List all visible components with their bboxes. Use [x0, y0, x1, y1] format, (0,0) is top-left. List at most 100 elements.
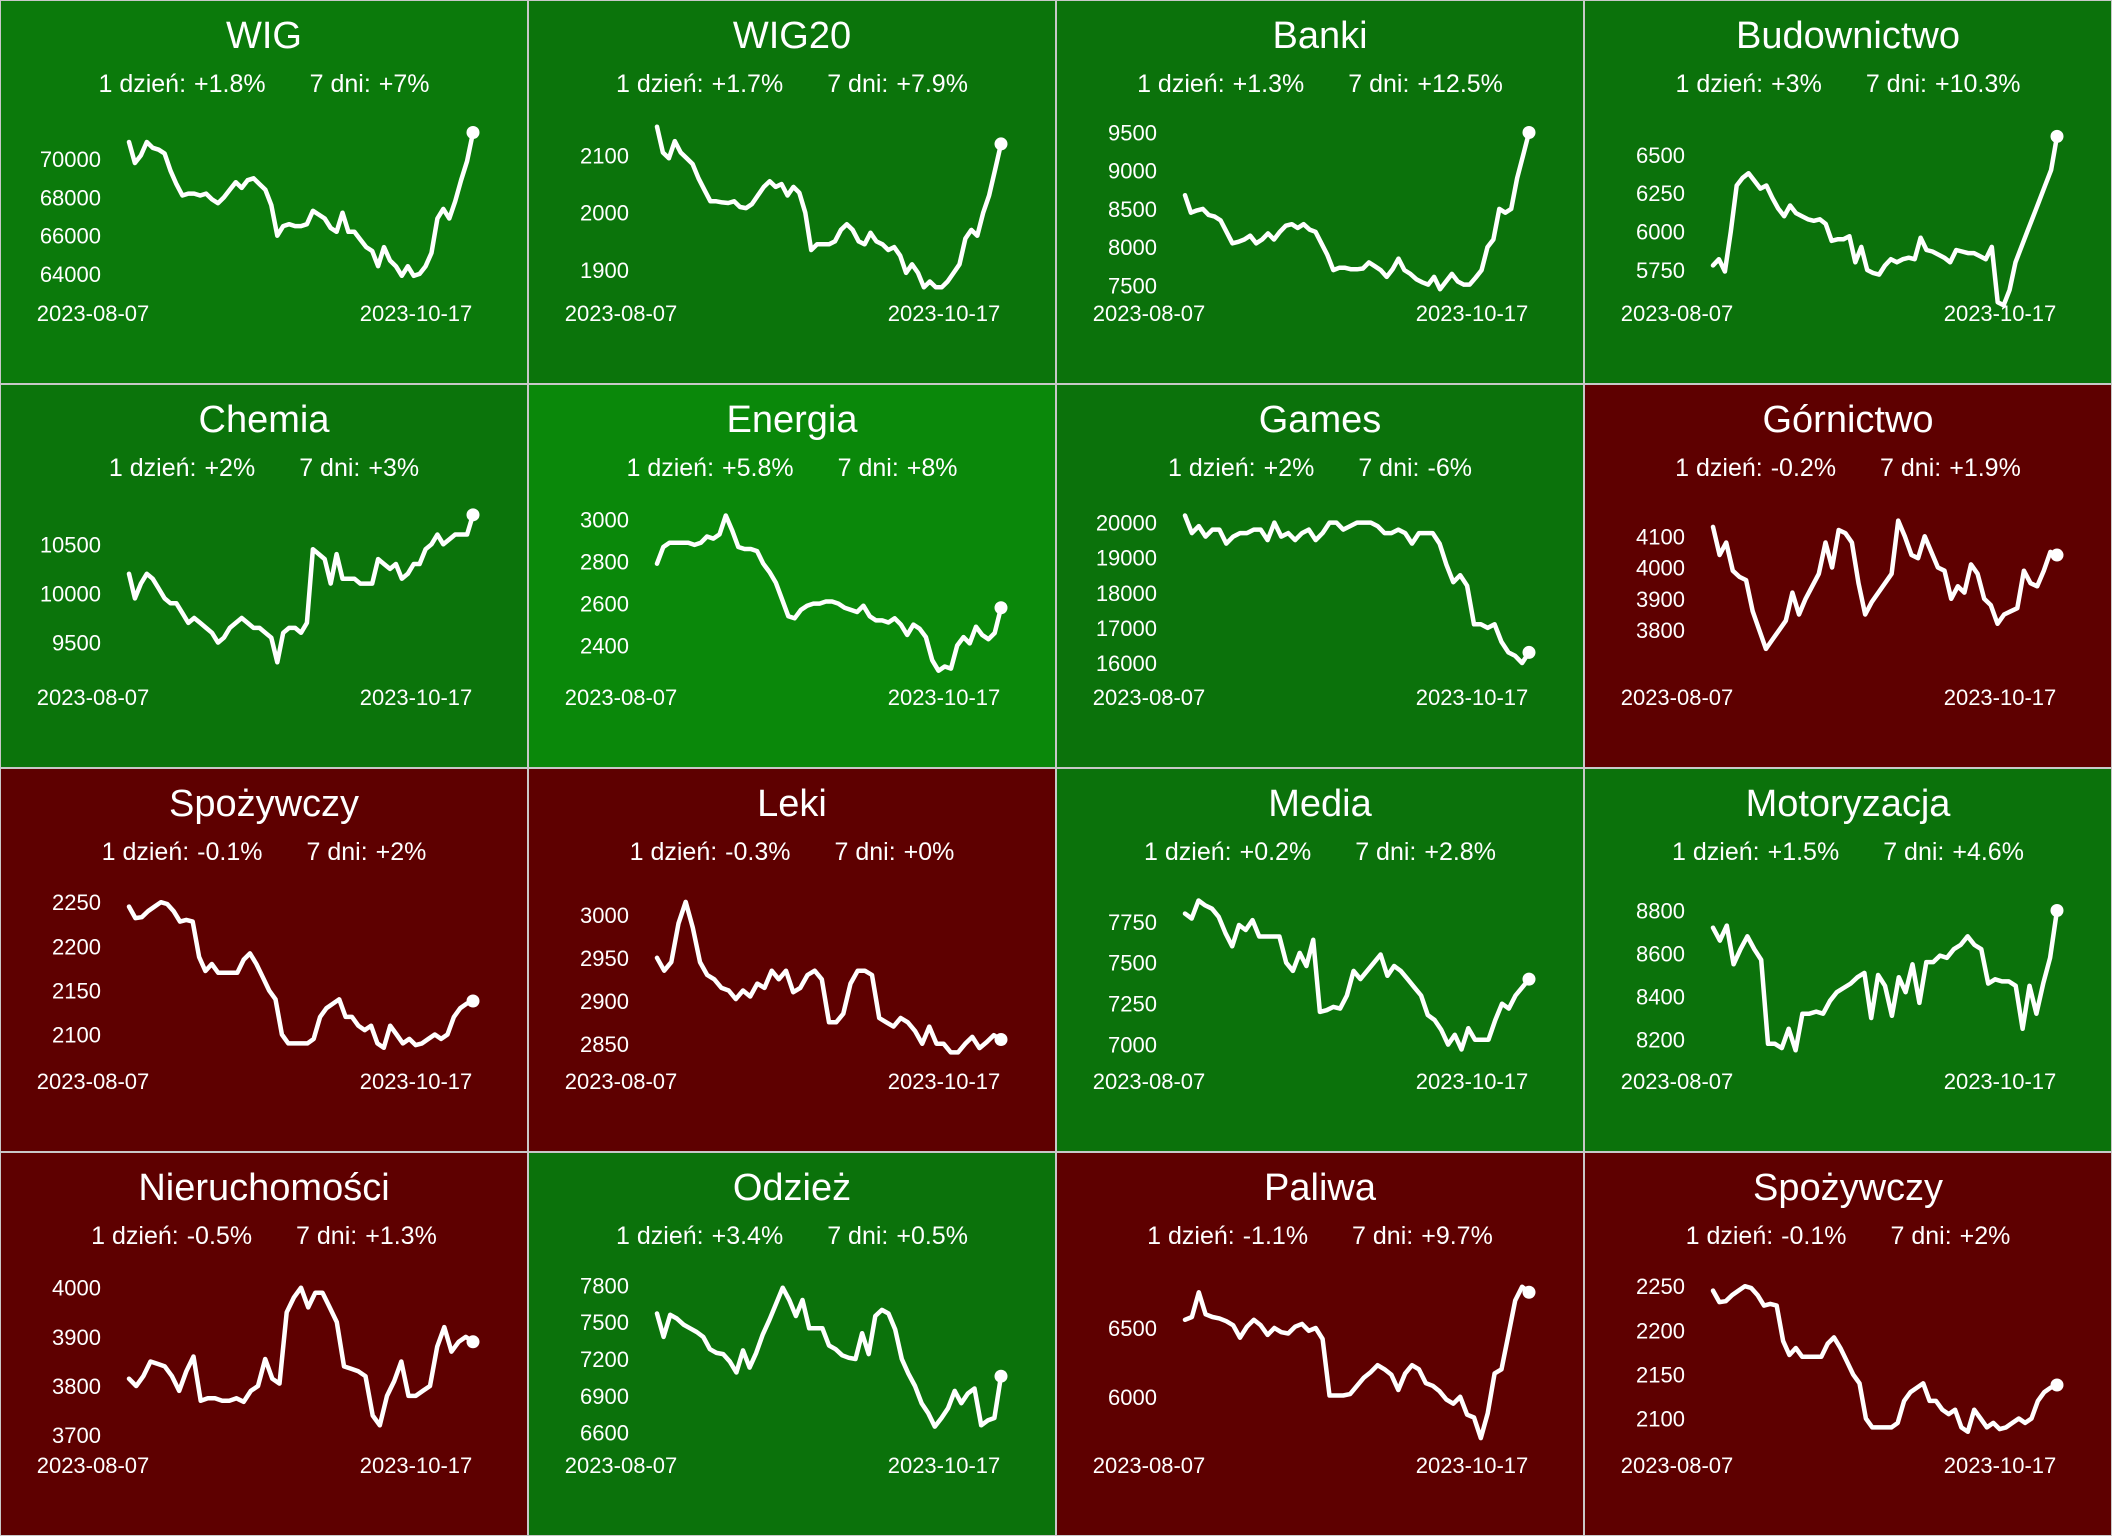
- sector-title: Budownictwo: [1736, 15, 1960, 57]
- series-line: [654, 899, 1004, 1055]
- sparkline-chart: 3700 3800 3900 4000 2023-08-07 2023-10-17: [37, 1276, 480, 1478]
- day7-label: 7 dni:: [837, 454, 899, 482]
- sparkline-chart: 6000 6500 2023-08-07 2023-10-17: [1093, 1284, 1536, 1478]
- sector-stats: 1 dzień: +0.2% 7 dni: +2.8%: [1057, 837, 1583, 867]
- y-tick-label: 17000: [1096, 616, 1157, 641]
- series-line: [1710, 518, 2060, 652]
- sector-title: Odzież: [732, 1167, 852, 1209]
- series-line: [1710, 134, 2060, 308]
- y-tick-label: 2950: [580, 946, 629, 971]
- sector-stats: 1 dzień: +1.8% 7 dni: +7%: [1, 69, 527, 99]
- y-tick-label: 66000: [40, 224, 101, 249]
- y-tick-label: 7500: [1108, 951, 1157, 976]
- day7-label: 7 dni:: [827, 1222, 889, 1250]
- day1-change: 1 dzień: +1.7%: [616, 69, 783, 99]
- day1-change: 1 dzień: +3%: [1676, 69, 1822, 99]
- x-end-label: 2023-10-17: [360, 685, 473, 710]
- x-start-label: 2023-08-07: [1621, 685, 1734, 710]
- y-tick-label: 10000: [40, 581, 101, 606]
- x-end-label: 2023-10-17: [1944, 1453, 2057, 1478]
- y-tick-label: 7000: [1108, 1033, 1157, 1058]
- series-line: [654, 513, 1004, 673]
- y-tick-label: 2200: [52, 934, 101, 959]
- sector-tile: Nieruchomości 1 dzień: -0.5% 7 dni: +1.3% 370…: [1, 1153, 527, 1535]
- day7-label: 7 dni:: [309, 70, 371, 98]
- sector-stats: 1 dzień: -0.1% 7 dni: +2%: [1585, 1221, 2111, 1251]
- day1-value: -0.1%: [197, 838, 263, 866]
- day7-label: 7 dni:: [299, 454, 361, 482]
- sector-title: Games: [1258, 399, 1382, 441]
- day1-change: 1 dzień: +2%: [109, 453, 255, 483]
- y-tick-label: 9500: [52, 631, 101, 656]
- sector-tile: Games 1 dzień: +2% 7 dni: -6% 16000 17000 18000…: [1057, 385, 1583, 767]
- sparkline-chart: 16000 17000 18000 19000 20000 2023-08-07 2023-…: [1093, 511, 1536, 710]
- sector-tile: Spożywczy 1 dzień: -0.1% 7 dni: +2% 2100 2150 2…: [1585, 1153, 2111, 1535]
- day7-value: +0%: [903, 838, 955, 866]
- day7-change: 7 dni: -6%: [1358, 453, 1472, 483]
- y-tick-label: 3900: [52, 1325, 101, 1350]
- sector-title: Banki: [1272, 15, 1368, 57]
- sector-stats: 1 dzień: +1.3% 7 dni: +12.5%: [1057, 69, 1583, 99]
- day1-value: -0.5%: [186, 1222, 253, 1250]
- day1-change: 1 dzień: -0.3%: [630, 837, 791, 867]
- series-line: [1182, 513, 1532, 666]
- sector-stats: 1 dzień: -1.1% 7 dni: +9.7%: [1057, 1221, 1583, 1251]
- x-end-label: 2023-10-17: [1416, 685, 1529, 710]
- day1-change: 1 dzień: -0.1%: [1686, 1221, 1847, 1251]
- series-line: [126, 1285, 476, 1428]
- x-end-label: 2023-10-17: [360, 1453, 473, 1478]
- series-line: [126, 130, 476, 279]
- x-start-label: 2023-08-07: [1093, 685, 1206, 710]
- sector-tile: Chemia 1 dzień: +2% 7 dni: +3% 9500 10000 10500…: [1, 385, 527, 767]
- y-tick-label: 8800: [1636, 899, 1685, 924]
- x-start-label: 2023-08-07: [565, 1069, 678, 1094]
- y-tick-label: 7800: [580, 1273, 629, 1298]
- y-tick-label: 2900: [580, 989, 629, 1014]
- x-start-label: 2023-08-07: [37, 685, 150, 710]
- day1-change: 1 dzień: -1.1%: [1147, 1221, 1308, 1251]
- day7-change: 7 dni: +12.5%: [1348, 69, 1503, 99]
- series-line: [126, 899, 476, 1051]
- last-point: [2050, 129, 2064, 143]
- y-tick-label: 9500: [1108, 120, 1157, 145]
- day7-value: +7.9%: [896, 70, 968, 98]
- y-tick-label: 3000: [580, 508, 629, 533]
- sparkline-chart: 9500 10000 10500 2023-08-07 2023-10-17: [37, 508, 480, 710]
- y-tick-label: 3800: [52, 1374, 101, 1399]
- last-point: [994, 601, 1008, 615]
- y-tick-label: 4000: [1636, 556, 1685, 581]
- day1-value: +1.5%: [1767, 838, 1840, 866]
- day1-value: -0.2%: [1770, 454, 1837, 482]
- x-start-label: 2023-08-07: [1093, 301, 1206, 326]
- day7-label: 7 dni:: [834, 838, 896, 866]
- day1-label: 1 dzień:: [1144, 838, 1232, 866]
- sector-stats: 1 dzień: +1.5% 7 dni: +4.6%: [1585, 837, 2111, 867]
- y-tick-label: 7200: [580, 1347, 629, 1372]
- day1-label: 1 dzień:: [1672, 838, 1760, 866]
- y-tick-label: 2000: [580, 201, 629, 226]
- day7-value: +3%: [368, 454, 420, 482]
- day7-value: +4.6%: [1952, 838, 2024, 866]
- day1-label: 1 dzień:: [616, 1222, 704, 1250]
- y-tick-label: 2100: [1636, 1407, 1685, 1432]
- y-tick-label: 2600: [580, 592, 629, 617]
- x-start-label: 2023-08-07: [565, 1453, 678, 1478]
- day1-value: -0.1%: [1781, 1222, 1847, 1250]
- y-tick-label: 3700: [52, 1423, 101, 1448]
- day1-change: 1 dzień: +1.5%: [1672, 837, 1839, 867]
- y-tick-label: 7500: [580, 1310, 629, 1335]
- sector-title: Spożywczy: [168, 783, 360, 825]
- y-tick-label: 2850: [580, 1032, 629, 1057]
- y-tick-label: 18000: [1096, 581, 1157, 606]
- sparkline-chart: 2400 2600 2800 3000 2023-08-07 2023-10-17: [565, 508, 1008, 710]
- series-line: [1182, 130, 1532, 292]
- series-line: [1710, 908, 2060, 1053]
- x-start-label: 2023-08-07: [1621, 1453, 1734, 1478]
- last-point: [1522, 972, 1536, 986]
- day1-value: -0.3%: [725, 838, 791, 866]
- sector-stats: 1 dzień: -0.5% 7 dni: +1.3%: [1, 1221, 527, 1251]
- day1-value: +1.8%: [194, 70, 266, 98]
- sector-tile: WIG20 1 dzień: +1.7% 7 dni: +7.9% 1900 2000 210…: [529, 1, 1055, 383]
- last-point: [2050, 904, 2064, 917]
- last-point: [2050, 548, 2064, 562]
